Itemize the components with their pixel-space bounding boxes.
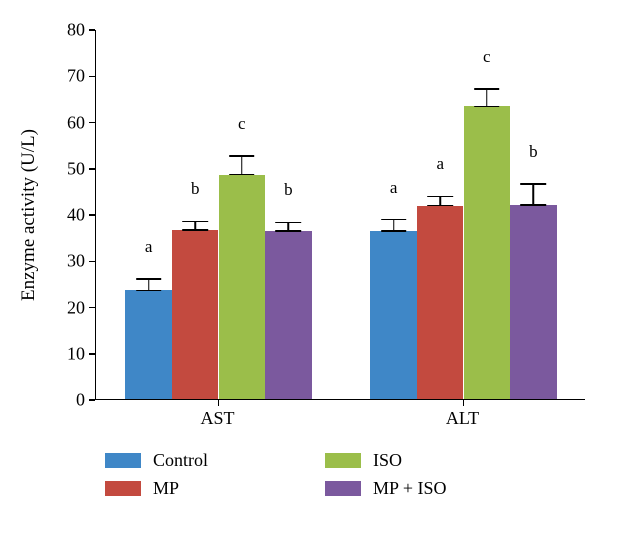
legend-item-iso: ISO [325, 450, 402, 471]
errorbar [486, 89, 488, 106]
plot-area: a b c b a a c b [95, 30, 585, 400]
ytick-mark [89, 399, 95, 401]
sig-label: b [529, 142, 538, 162]
ytick-label: 10 [55, 343, 85, 364]
legend-label: MP + ISO [373, 478, 447, 499]
xtick-mark [218, 400, 219, 406]
sig-label: a [436, 154, 444, 174]
errorbar-cap-lower [474, 106, 500, 108]
legend-label: Control [153, 450, 208, 471]
errorbar [533, 184, 535, 205]
legend-item-mp: MP [105, 478, 179, 499]
legend-label: ISO [373, 450, 402, 471]
sig-label: c [238, 114, 246, 134]
errorbar-cap-lower [136, 290, 162, 292]
sig-label: a [145, 237, 153, 257]
errorbar-cap [229, 155, 255, 157]
legend-item-mp_iso: MP + ISO [325, 478, 447, 499]
ytick-label: 30 [55, 251, 85, 272]
errorbar-cap [427, 196, 453, 198]
legend-swatch [325, 481, 361, 496]
legend-item-control: Control [105, 450, 208, 471]
bar-ALT-iso [464, 106, 511, 399]
xtick-mark [463, 400, 464, 406]
legend-swatch [105, 481, 141, 496]
errorbar-cap-lower [521, 204, 547, 206]
errorbar [241, 156, 243, 175]
errorbar-cap-lower [229, 174, 255, 176]
errorbar-cap-lower [427, 205, 453, 207]
ytick-mark [89, 29, 95, 31]
ytick-mark [89, 214, 95, 216]
ytick-label: 70 [55, 66, 85, 87]
bar-AST-mp_iso [265, 231, 312, 399]
ytick-label: 40 [55, 205, 85, 226]
errorbar-cap-lower [182, 229, 208, 231]
ytick-label: 60 [55, 112, 85, 133]
legend-label: MP [153, 478, 179, 499]
errorbar-cap-lower [381, 230, 407, 232]
errorbar-cap [182, 221, 208, 223]
sig-label: a [390, 178, 398, 198]
sig-label: b [284, 180, 293, 200]
sig-label: c [483, 47, 491, 67]
ytick-mark [89, 353, 95, 355]
ytick-mark [89, 76, 95, 78]
errorbar-cap [276, 222, 302, 224]
bar-ALT-control [370, 231, 417, 399]
legend-swatch [105, 453, 141, 468]
bar-ALT-mp_iso [510, 205, 557, 399]
xtick-label: AST [200, 408, 234, 429]
bar-AST-control [125, 290, 172, 399]
errorbar-cap [136, 278, 162, 280]
ytick-mark [89, 168, 95, 170]
bar-AST-mp [172, 230, 219, 399]
legend-swatch [325, 453, 361, 468]
legend: Control MP ISO MP + ISO [105, 450, 535, 510]
ytick-label: 80 [55, 20, 85, 41]
bar-AST-iso [219, 175, 266, 399]
errorbar-cap [381, 219, 407, 221]
ytick-label: 20 [55, 297, 85, 318]
xtick-label: ALT [446, 408, 479, 429]
errorbar-cap-lower [276, 230, 302, 232]
y-axis-label: Enzyme activity (U/L) [18, 129, 40, 301]
ytick-mark [89, 122, 95, 124]
ytick-label: 0 [55, 390, 85, 411]
chart-root: a b c b a a c b 0 10 20 30 40 50 60 70 80 Enzyme activity… [0, 0, 643, 540]
bar-ALT-mp [417, 206, 464, 399]
errorbar-cap [474, 88, 500, 90]
sig-label: b [191, 179, 200, 199]
errorbar-cap [521, 183, 547, 185]
ytick-mark [89, 307, 95, 309]
ytick-label: 50 [55, 158, 85, 179]
ytick-mark [89, 261, 95, 263]
